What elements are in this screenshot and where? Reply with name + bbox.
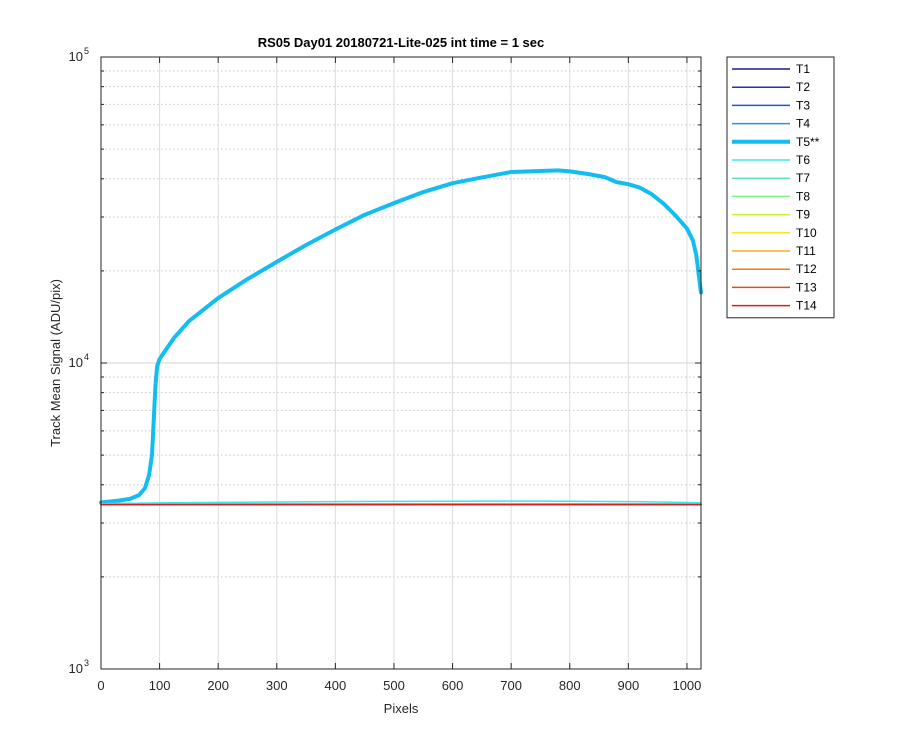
legend-label: T13 (796, 280, 817, 294)
x-tick-label: 1000 (672, 678, 701, 693)
legend-label: T8 (796, 189, 810, 203)
x-tick-label: 0 (97, 678, 104, 693)
legend-box (726, 56, 835, 319)
x-tick-label: 700 (500, 678, 522, 693)
legend-label: T4 (796, 117, 810, 131)
legend-label: T6 (796, 153, 810, 167)
y-tick-label: 10 (69, 355, 83, 370)
chart-title: RS05 Day01 20180721-Lite-025 int time = … (258, 35, 545, 50)
legend-label: T11 (796, 244, 816, 258)
y-tick-label: 10 (69, 49, 83, 64)
series-lines (99, 168, 703, 506)
series-line-t6 (100, 500, 702, 505)
x-tick-label: 600 (442, 678, 464, 693)
y-tick-label: 10 (69, 661, 83, 676)
x-tick-label: 200 (207, 678, 229, 693)
legend-label: T14 (796, 299, 817, 313)
y-tick-exponent: 4 (84, 352, 89, 362)
x-tick-label: 900 (617, 678, 639, 693)
legend-label: T2 (796, 80, 810, 94)
legend-label: T9 (796, 208, 810, 222)
x-tick-label: 800 (559, 678, 581, 693)
y-tick-exponent: 5 (84, 46, 89, 56)
x-tick-label: 400 (325, 678, 347, 693)
x-axis-label: Pixels (384, 701, 419, 716)
x-tick-label: 100 (149, 678, 171, 693)
legend-label: T10 (796, 226, 817, 240)
legend-label: T7 (796, 171, 810, 185)
y-axis-label: Track Mean Signal (ADU/pix) (48, 279, 63, 447)
legend: T1 T2 T3 T4 T5** T6 T7 T8 T9 T10 T11 T12 T13 T14 (726, 56, 835, 319)
legend-label: T3 (796, 98, 810, 112)
x-tick-label: 500 (383, 678, 405, 693)
series-line-t5 (99, 168, 703, 505)
legend-label: T1 (796, 62, 810, 76)
y-tick-exponent: 3 (84, 658, 89, 668)
legend-label: T12 (796, 262, 817, 276)
legend-label: T5** (796, 135, 820, 149)
grid-lines (101, 57, 701, 669)
x-tick-label: 300 (266, 678, 288, 693)
